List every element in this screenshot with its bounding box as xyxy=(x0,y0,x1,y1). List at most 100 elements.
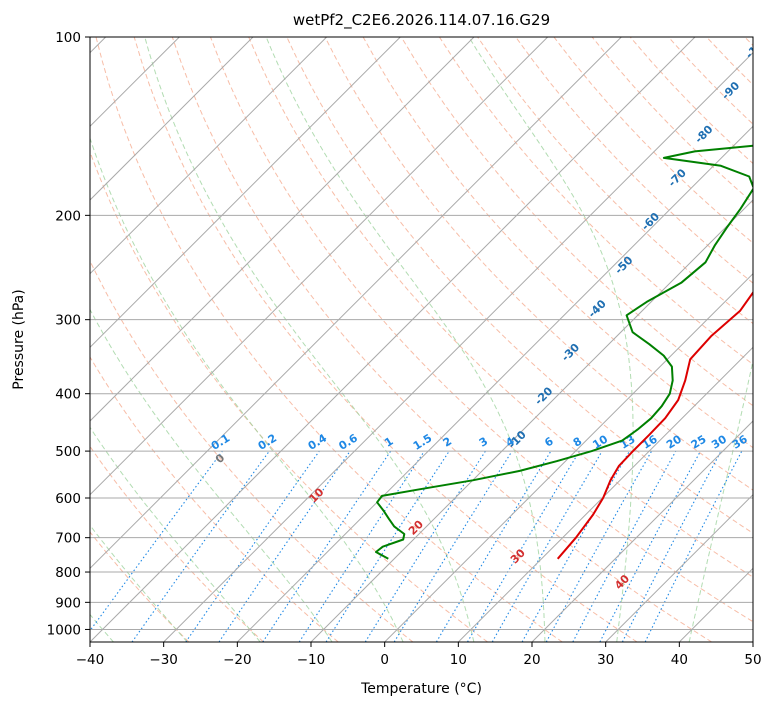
isotherm-line xyxy=(531,420,753,642)
isotherm-line xyxy=(678,567,753,642)
x-tick-label: 20 xyxy=(523,652,540,668)
isotherm-line xyxy=(90,37,254,201)
moist-adiabat-label: -50 xyxy=(612,253,635,276)
mixing-ratio-line xyxy=(435,450,552,642)
dry-adiabat xyxy=(668,37,753,125)
x-tick-label: 0 xyxy=(380,652,389,668)
mixing-ratio-label: 36 xyxy=(730,432,750,451)
moist-adiabat-label: -70 xyxy=(666,166,689,189)
x-tick-label: 10 xyxy=(450,652,467,668)
mixing-ratio-label: 20 xyxy=(664,432,684,451)
dry-adiabat-label: 30 xyxy=(508,546,528,566)
moist-adiabat xyxy=(144,37,475,642)
x-axis-label: Temperature (°C) xyxy=(360,681,482,697)
mixing-ratio-label: 1 xyxy=(382,435,395,450)
mixing-ratio-line xyxy=(185,450,320,642)
moist-adiabat xyxy=(90,426,261,642)
y-tick-label: 400 xyxy=(55,387,81,403)
moist-adiabat xyxy=(90,524,188,642)
dry-adiabat xyxy=(90,356,339,642)
isotherm-line xyxy=(90,37,475,422)
isotherm-line xyxy=(310,199,753,642)
y-tick-label: 200 xyxy=(55,208,81,224)
x-tick-label: 40 xyxy=(671,652,688,668)
moist-adiabat xyxy=(90,136,404,642)
mixing-ratio-line xyxy=(621,450,722,642)
y-tick-label: 300 xyxy=(55,313,81,329)
dry-adiabat xyxy=(90,259,414,642)
moist-adiabat-label: -100 xyxy=(743,33,772,62)
y-tick-label: 1000 xyxy=(47,622,81,638)
isotherm-line xyxy=(163,51,753,642)
y-tick-label: 900 xyxy=(55,595,81,611)
x-tick-label: 30 xyxy=(597,652,614,668)
isotherm-line xyxy=(90,37,549,496)
moist-adiabat xyxy=(265,37,546,642)
mixing-ratio-label: 3 xyxy=(477,435,490,450)
moist-adiabat xyxy=(468,37,634,642)
dry-adiabat xyxy=(90,531,190,642)
dry-adiabat xyxy=(90,445,264,642)
mixing-ratio-label: 6 xyxy=(542,434,556,449)
isotherm-line xyxy=(605,493,753,642)
dry-adiabat xyxy=(438,37,753,366)
dry-adiabat xyxy=(706,37,753,86)
temperature-profile xyxy=(556,290,753,560)
isotherm-line xyxy=(236,125,753,642)
mixing-ratio-line xyxy=(325,450,450,642)
isotherm-line xyxy=(457,346,753,642)
dry-adiabat xyxy=(362,37,753,449)
isotherm-line xyxy=(90,37,328,275)
x-tick-label: −40 xyxy=(76,652,105,668)
x-axis: −40 −30 −20 −10 0 10 20 30 40 50 xyxy=(76,642,762,668)
dry-adiabat xyxy=(248,37,753,578)
dry-adiabat xyxy=(553,37,753,244)
moist-adiabat-label: -20 xyxy=(532,384,555,407)
moist-adiabat-label: -90 xyxy=(719,79,742,102)
isotherm-line xyxy=(384,272,753,642)
dry-adiabat xyxy=(95,37,563,642)
mixing-ratio-line xyxy=(393,450,513,642)
y-axis-label: Pressure (hPa) xyxy=(11,289,27,389)
y-axis: 100 200 300 400 500 600 700 800 900 1000 xyxy=(47,30,90,638)
dry-adiabat xyxy=(90,150,488,642)
mixing-ratio-label: 0.1 xyxy=(209,431,232,452)
dry-adiabat xyxy=(400,37,753,407)
mixing-ratio-line xyxy=(599,450,701,642)
mixing-ratio-line xyxy=(218,450,351,642)
mixing-ratio-label: 30 xyxy=(709,432,729,451)
y-tick-label: 500 xyxy=(55,444,81,460)
mixing-ratio-line xyxy=(90,450,223,632)
background-lines xyxy=(90,37,753,642)
isotherm-line xyxy=(90,37,696,642)
isotherm-line xyxy=(90,37,622,570)
mixing-ratio-label: 0.2 xyxy=(256,431,279,452)
dry-adiabat-label: 40 xyxy=(612,572,632,592)
moist-adiabat xyxy=(90,308,333,642)
x-tick-label: 50 xyxy=(744,652,761,668)
y-tick-label: 800 xyxy=(55,565,81,581)
chart-title: wetPf2_C2E6.2026.114.07.16.G29 xyxy=(293,11,550,30)
x-tick-label: −10 xyxy=(297,652,326,668)
y-tick-label: 600 xyxy=(55,491,81,507)
dry-adiabat xyxy=(744,37,753,47)
dry-adiabat xyxy=(591,37,753,204)
grid xyxy=(90,37,753,642)
moist-adiabat-label: -30 xyxy=(559,341,582,364)
x-tick-label: −30 xyxy=(149,652,178,668)
mixing-ratio-line xyxy=(262,450,392,642)
mixing-ratio-label: 0.4 xyxy=(306,431,330,453)
isotherm-line xyxy=(752,641,753,642)
mixing-ratio-line xyxy=(545,450,653,642)
mixing-ratio-line xyxy=(572,450,677,642)
dewpoint-profile xyxy=(375,144,753,560)
mixing-ratio-label: 25 xyxy=(689,433,709,452)
x-tick-label: −20 xyxy=(223,652,252,668)
mixing-ratio-line xyxy=(644,450,743,642)
mixing-ratio-line xyxy=(131,450,270,642)
dry-adiabat xyxy=(210,37,753,623)
plot-frame xyxy=(89,36,754,643)
isotherm-line xyxy=(90,37,401,349)
y-tick-label: 100 xyxy=(55,30,81,46)
